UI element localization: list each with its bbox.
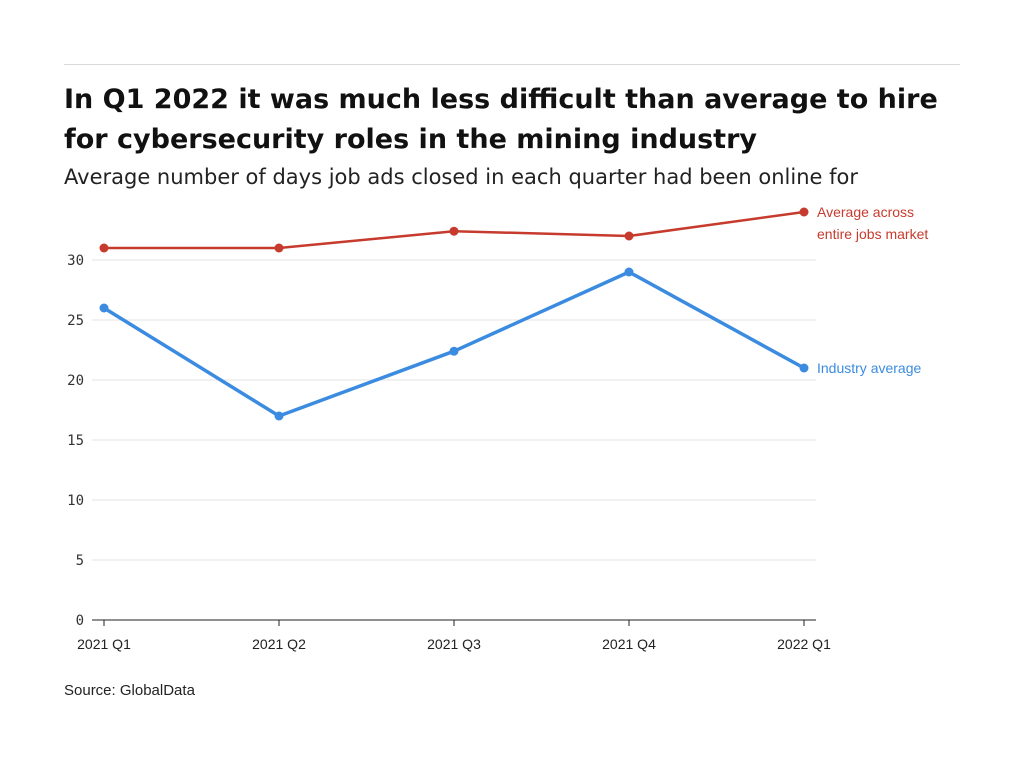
source-note: Source: GlobalData bbox=[64, 682, 195, 699]
data-point-0-1 bbox=[274, 243, 284, 253]
y-tick-label-5: 5 bbox=[76, 553, 84, 569]
data-point-0-2 bbox=[449, 226, 459, 236]
series-label-0-0: Average across bbox=[817, 204, 914, 220]
x-tick-label-3: 2021 Q4 bbox=[602, 636, 656, 652]
data-point-1-3 bbox=[624, 267, 634, 277]
data-point-0-0 bbox=[99, 243, 109, 253]
top-rule bbox=[64, 64, 960, 65]
y-tick-label-20: 20 bbox=[67, 373, 84, 389]
y-tick-label-15: 15 bbox=[67, 433, 84, 449]
data-point-1-2 bbox=[449, 346, 459, 356]
data-point-0-3 bbox=[624, 231, 634, 241]
series-group: Average across entire jobs market Industry… bbox=[99, 204, 928, 421]
x-tick-label-2: 2021 Q3 bbox=[427, 636, 481, 652]
x-tick-label-0: 2021 Q1 bbox=[77, 636, 131, 652]
y-axis-ticks: 0 5 10 15 20 25 30 bbox=[67, 253, 84, 629]
data-point-1-4 bbox=[799, 363, 809, 373]
x-tick-label-1: 2021 Q2 bbox=[252, 636, 306, 652]
y-tick-label-10: 10 bbox=[67, 493, 84, 509]
series-label-1-0: Industry average bbox=[817, 360, 921, 376]
gridlines bbox=[92, 259, 816, 561]
data-point-1-0 bbox=[99, 303, 109, 313]
series-label-0-1: entire jobs market bbox=[817, 226, 928, 242]
x-tick-label-4: 2022 Q1 bbox=[777, 636, 831, 652]
y-tick-label-25: 25 bbox=[67, 313, 84, 329]
y-tick-label-0: 0 bbox=[76, 613, 84, 629]
data-point-0-4 bbox=[799, 207, 809, 217]
data-point-1-1 bbox=[274, 411, 284, 421]
y-tick-label-30: 30 bbox=[67, 253, 84, 269]
chart-subtitle: Average number of days job ads closed in… bbox=[64, 165, 858, 189]
chart-title: In Q1 2022 it was much less difficult th… bbox=[64, 84, 938, 155]
series-line-1 bbox=[102, 270, 806, 418]
x-axis: 2021 Q1 2021 Q2 2021 Q3 2021 Q4 2022 Q1 bbox=[77, 619, 831, 652]
